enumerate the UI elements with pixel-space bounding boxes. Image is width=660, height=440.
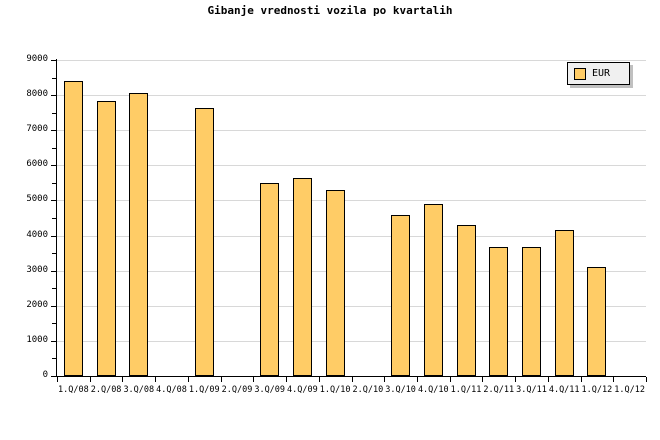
bar[interactable] [129,93,149,376]
y-axis-tick [51,270,57,272]
x-axis-tick [515,377,516,382]
y-axis-label: 6000 [26,159,48,170]
y-axis-tick [51,376,57,377]
x-axis-tick [646,377,647,382]
x-axis-tick [450,377,451,382]
gridline [57,305,646,307]
y-axis-minor-tick [52,112,57,114]
x-axis-label: 3.Q/11 [516,385,547,395]
bar[interactable] [63,81,83,376]
y-axis-minor-tick [52,323,57,325]
y-axis-tick [51,165,57,167]
x-axis-label: 4.Q/09 [287,385,318,395]
bar[interactable] [96,101,116,376]
gridline [57,130,646,132]
x-axis-label: 1.Q/12 [614,385,645,395]
y-axis-label: 4000 [26,229,48,240]
gridline [57,340,646,342]
x-axis-label: 1.Q/11 [450,385,482,395]
y-axis-tick [51,95,57,97]
gridline [57,200,646,202]
y-axis-tick [51,60,57,61]
y-axis-minor-tick [52,253,57,255]
y-axis-minor-tick [52,147,57,149]
x-axis-label: 2.Q/08 [90,385,122,395]
legend-label-eur: EUR [592,68,611,79]
x-axis-tick [581,377,582,382]
x-axis-tick [90,377,91,382]
x-axis-tick [155,377,156,382]
y-axis-label: 9000 [26,54,48,64]
y-axis-minor-tick [52,288,57,290]
bar[interactable] [587,267,607,376]
y-axis-minor-tick [52,358,57,360]
y-axis-tick [51,130,57,132]
y-axis-minor-tick [52,182,57,184]
plot-area [57,60,646,376]
x-axis-tick [548,377,549,382]
y-axis-minor-tick [52,218,57,219]
bar[interactable] [423,203,443,376]
gridline [57,270,646,272]
y-axis-label: 7000 [26,124,48,135]
x-axis-tick [286,377,287,382]
y-axis-label: 5000 [26,194,48,205]
x-axis-label: 2.Q/11 [483,385,515,395]
x-axis-label: 2.Q/10 [352,385,384,395]
y-axis-label: 1000 [26,334,48,345]
x-axis-label: 1.Q/09 [188,385,220,395]
bar[interactable] [194,108,214,376]
x-axis-label: 3.Q/08 [123,385,155,395]
legend-swatch-eur [574,67,586,80]
y-axis-tick [51,305,57,307]
x-axis-label: 1.Q/12 [581,385,613,395]
x-axis-tick [417,377,418,382]
x-axis-tick [319,377,320,382]
y-axis-label: 3000 [26,264,48,275]
x-axis-tick [221,377,222,382]
legend[interactable]: EUR [567,62,630,85]
gridline [57,60,646,61]
y-axis-label: 8000 [26,89,48,100]
bar[interactable] [554,230,574,376]
x-axis-label: 4.Q/08 [156,385,187,395]
bar[interactable] [391,215,411,376]
x-axis-label: 2.Q/09 [221,385,253,395]
x-axis-tick [122,377,123,382]
x-axis-label: 1.Q/10 [319,385,351,395]
x-axis-tick [352,377,353,382]
chart-title: Gibanje vrednosti vozila po kvartalih [207,4,453,17]
bar[interactable] [260,182,280,376]
gridline [57,165,646,167]
bar[interactable] [292,178,312,376]
x-axis-label: 3.Q/10 [385,385,416,395]
bar[interactable] [456,224,476,376]
bar[interactable] [325,189,345,376]
x-axis-tick [188,377,189,382]
x-axis-tick [482,377,483,382]
y-axis-minor-tick [52,77,57,79]
x-axis-tick [253,377,254,382]
x-axis-label: 3.Q/09 [254,385,286,395]
x-axis-label: 1.Q/08 [58,385,89,395]
y-axis-label: 0 [42,370,48,380]
bar[interactable] [489,246,509,376]
x-axis-label: 4.Q/11 [548,385,580,395]
y-axis-tick [51,200,57,202]
y-axis-tick [51,340,57,342]
x-axis-tick [613,377,614,382]
x-axis-tick [57,377,58,382]
gridline [57,235,646,237]
y-axis-label: 2000 [26,299,48,310]
gridline [57,95,646,97]
x-axis-label: 4.Q/10 [417,385,449,395]
y-axis-tick [51,235,57,237]
x-axis-line [56,376,646,377]
bar[interactable] [521,246,541,376]
x-axis-tick [384,377,385,382]
